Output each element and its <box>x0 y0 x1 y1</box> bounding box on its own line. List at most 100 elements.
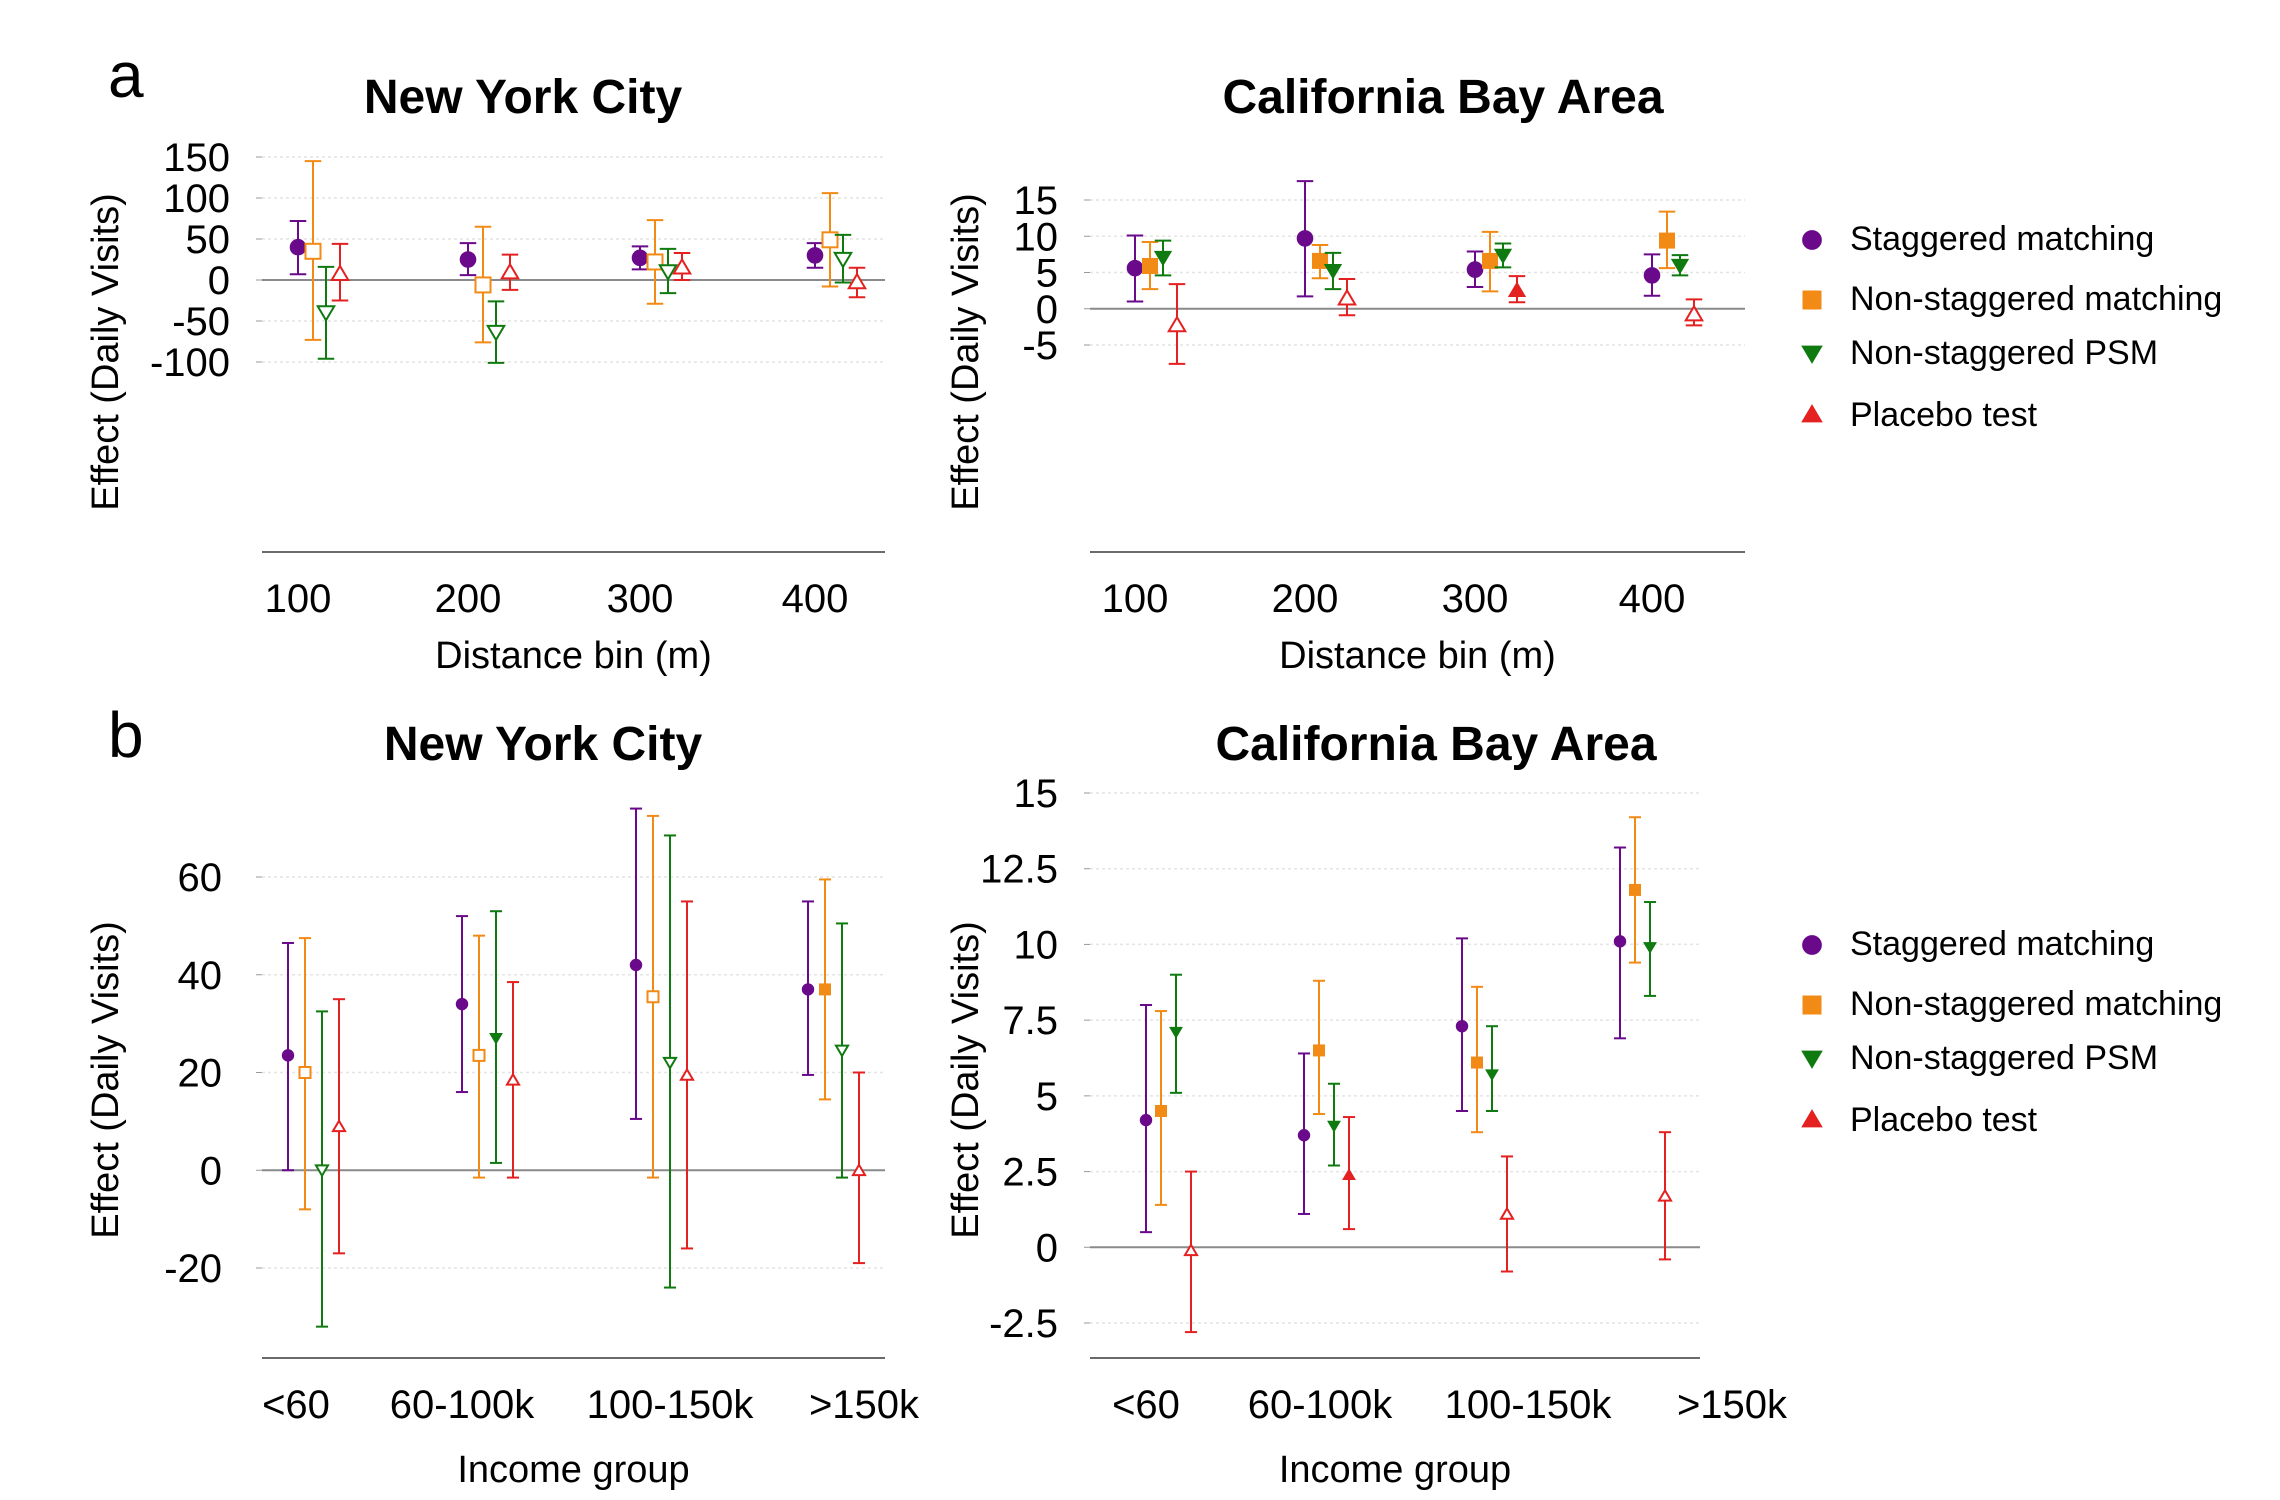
x-tick-label: 200 <box>435 577 502 621</box>
data-point <box>455 997 469 1011</box>
data-point <box>1337 288 1357 306</box>
y-tick-label: 20 <box>178 1052 223 1096</box>
data-point <box>1342 1168 1356 1180</box>
data-point <box>330 264 350 282</box>
series-square <box>1141 210 1676 293</box>
data-point <box>1327 1120 1341 1133</box>
legend-label: Placebo test <box>1850 396 2038 434</box>
data-point <box>658 264 678 282</box>
series-circle <box>289 219 824 277</box>
y-tick-label: 50 <box>186 218 231 262</box>
data-point <box>1183 1242 1199 1257</box>
data-point <box>833 251 853 269</box>
data-point <box>646 253 664 271</box>
y-tick-label: 0 <box>1036 288 1058 332</box>
legend-marker <box>1802 230 1822 250</box>
chart-title: California Bay Area <box>1215 718 1656 771</box>
x-tick-label: 200 <box>1272 577 1339 621</box>
data-point <box>1323 263 1343 280</box>
panel-letter-a: a <box>108 39 144 111</box>
y-tick-label: 100 <box>163 177 230 221</box>
y-tick-label: 10 <box>1014 923 1059 967</box>
data-point <box>1507 281 1527 297</box>
x-tick-label: 400 <box>1619 577 1686 621</box>
x-axis-label: Income group <box>1279 1449 1511 1491</box>
data-point <box>662 1056 678 1071</box>
data-point <box>1471 1056 1483 1069</box>
y-tick-label: 5 <box>1036 252 1058 296</box>
x-tick-label: 400 <box>782 577 849 621</box>
x-tick-label: 60-100k <box>1248 1383 1394 1427</box>
legend-label: Staggered matching <box>1850 925 2154 963</box>
data-point <box>1466 261 1484 278</box>
x-tick-label: 100-150k <box>1445 1383 1613 1427</box>
x-tick-label: 300 <box>1442 577 1509 621</box>
data-point <box>1657 1188 1673 1202</box>
y-tick-label: 0 <box>208 259 230 303</box>
data-point <box>1485 1069 1499 1082</box>
data-point <box>847 272 867 290</box>
series-square <box>1154 816 1642 1206</box>
legend-label: Placebo test <box>1850 1101 2038 1139</box>
data-point <box>1296 230 1314 247</box>
data-point <box>1153 250 1173 267</box>
data-point <box>1167 315 1187 333</box>
x-tick-label: 100 <box>1102 577 1169 621</box>
y-axis-label: Effect (Daily Visits) <box>945 193 987 510</box>
legend: Staggered matching Non-staggered matching… <box>1801 220 2222 434</box>
legend-label: Staggered matching <box>1850 220 2154 258</box>
legend-marker <box>1801 1109 1823 1128</box>
series-triangle-up <box>331 900 867 1265</box>
x-tick-label: >150k <box>809 1383 920 1427</box>
data-point <box>1643 942 1657 954</box>
series-square <box>304 160 839 344</box>
legend-marker <box>1802 935 1822 955</box>
legend-marker <box>1801 345 1823 364</box>
data-point <box>821 231 839 249</box>
data-point <box>472 1048 486 1062</box>
y-tick-label: 0 <box>1036 1226 1058 1270</box>
data-point <box>1643 267 1661 284</box>
y-tick-label: 5 <box>1036 1075 1058 1119</box>
data-point <box>289 238 307 256</box>
series-triangle-down <box>314 834 850 1328</box>
y-tick-label: 2.5 <box>1002 1151 1058 1195</box>
data-point <box>1312 252 1328 269</box>
data-point <box>806 247 824 264</box>
data-point <box>489 1032 503 1045</box>
y-tick-label: 7.5 <box>1002 999 1058 1043</box>
y-tick-label: 12.5 <box>980 848 1058 892</box>
data-point <box>281 1049 295 1062</box>
data-point <box>646 990 660 1004</box>
x-tick-label: <60 <box>1112 1383 1180 1427</box>
data-point <box>1126 259 1144 277</box>
series-triangle-down <box>1169 901 1657 1167</box>
data-point <box>1684 304 1704 322</box>
legend-label: Non-staggered PSM <box>1850 334 2158 372</box>
y-tick-label: -2.5 <box>989 1302 1058 1346</box>
data-point <box>834 1044 850 1058</box>
legend-marker <box>1801 404 1823 423</box>
data-point <box>1493 248 1513 265</box>
series-triangle-down <box>1153 239 1690 291</box>
x-tick-label: 100 <box>265 577 332 621</box>
data-point <box>316 305 336 323</box>
series-circle <box>1139 846 1627 1234</box>
data-point <box>1499 1206 1515 1220</box>
series-triangle-up <box>1183 1116 1673 1334</box>
data-point <box>1313 1044 1325 1057</box>
y-tick-label: 40 <box>178 954 223 998</box>
legend-label: Non-staggered matching <box>1850 985 2222 1023</box>
data-point <box>1142 257 1158 274</box>
y-tick-label: 60 <box>178 856 223 900</box>
chart-title: New York City <box>364 71 683 124</box>
x-tick-label: 300 <box>607 577 674 621</box>
data-point <box>314 1164 330 1178</box>
data-point <box>505 1072 521 1086</box>
legend-label: Non-staggered matching <box>1850 280 2222 318</box>
series-triangle-up <box>1167 275 1704 365</box>
y-tick-label: -20 <box>164 1247 222 1291</box>
